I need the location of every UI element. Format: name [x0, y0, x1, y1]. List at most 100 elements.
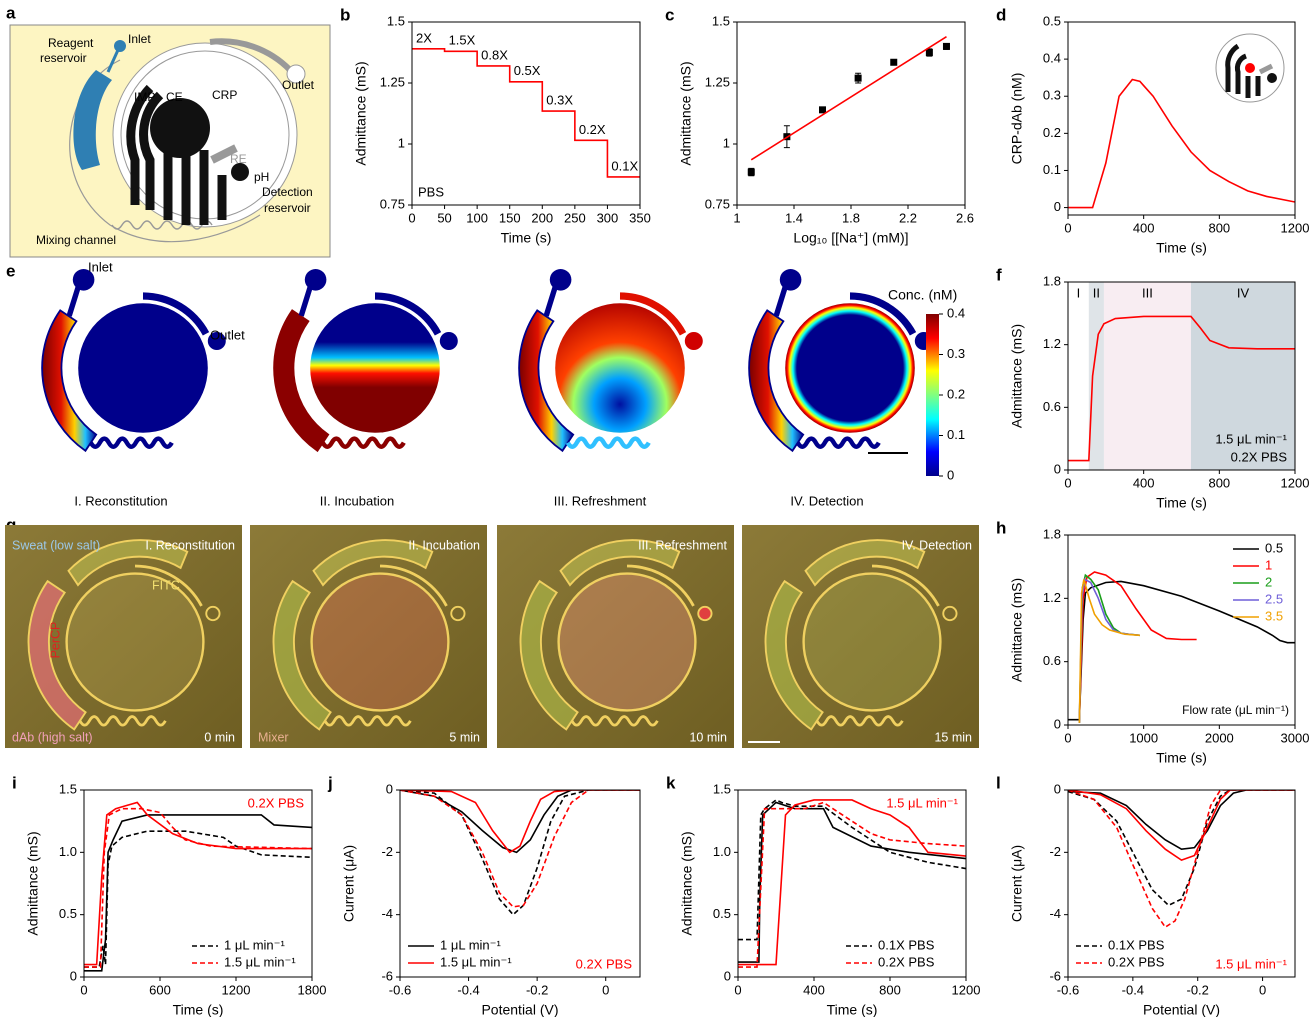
- x-tick-label: 0: [1064, 220, 1071, 235]
- time-label: 15 min: [934, 730, 972, 744]
- x-tick-label: 0: [80, 982, 87, 997]
- panel-g: g Sweat (low salt) FITC PerCP dAb (high …: [5, 515, 979, 748]
- annotation: 0.2X PBS: [1231, 449, 1288, 464]
- x-tick-label: -0.6: [389, 982, 411, 997]
- x-tick-label: 350: [629, 210, 651, 225]
- x-tick-label: 0: [1064, 730, 1071, 745]
- stage-caption: II. Incubation: [320, 493, 394, 508]
- panel-label: b: [340, 5, 350, 24]
- x-tick-label: -0.2: [1187, 982, 1209, 997]
- line: [84, 801, 312, 966]
- annotation: 0.2X PBS: [248, 795, 305, 810]
- reagent-reservoir: [73, 70, 112, 170]
- line: [1068, 78, 1295, 209]
- step-label: 0.5X: [514, 63, 541, 78]
- legend-label: 1.5 μL min⁻¹: [224, 954, 296, 969]
- panel-label: j: [327, 773, 333, 792]
- electrode-label: IMP: [134, 90, 155, 104]
- x-tick-label: -0.2: [526, 982, 548, 997]
- line: [1078, 579, 1140, 723]
- step-label: 1.5X: [449, 33, 476, 48]
- ph-electrode: [231, 163, 249, 181]
- line: [1068, 315, 1295, 462]
- colorbar-tick-label: 0.4: [947, 305, 965, 320]
- x-tick-label: 250: [564, 210, 586, 225]
- point: [925, 49, 933, 56]
- panel-label: f: [996, 265, 1002, 284]
- detection-label: reservoir: [264, 201, 311, 215]
- step-label: 0.3X: [546, 92, 573, 107]
- x-tick-label: 400: [1133, 220, 1155, 235]
- step-label: 0.8X: [481, 47, 508, 62]
- y-tick-label: 1.0: [713, 844, 731, 859]
- line: [84, 814, 312, 972]
- y-axis-title: Admittance (mS): [679, 831, 695, 935]
- x-axis-title: Potential (V): [1143, 1002, 1220, 1017]
- legend-label: 3.5: [1265, 608, 1283, 623]
- step-label: 2X: [416, 30, 432, 45]
- x-tick-label: 1200: [222, 982, 251, 997]
- plot-frame: [737, 789, 967, 978]
- colorbar-tick-label: 0: [947, 467, 954, 482]
- stage-caption: IV. Detection: [790, 493, 863, 508]
- inlet: [114, 40, 126, 52]
- y-tick-label: 0.3: [1043, 88, 1061, 103]
- simulation-frame: [41, 269, 226, 452]
- stage-label: III. Refreshment: [638, 538, 727, 552]
- plot-frame: [736, 21, 966, 206]
- legend-label: 1 μL min⁻¹: [224, 937, 286, 952]
- x-tick-label: 3000: [1281, 730, 1310, 745]
- y-tick-label: 0: [70, 968, 77, 983]
- y-tick-label: -2: [1049, 844, 1061, 859]
- inset-icon: [1215, 33, 1285, 103]
- legend-label: 1: [1265, 557, 1272, 572]
- line: [1068, 790, 1295, 851]
- reservoir-label: reservoir: [40, 51, 87, 65]
- outlet: [450, 605, 466, 622]
- x-tick-label: 0: [1259, 982, 1266, 997]
- y-tick-label: 0.5: [59, 906, 77, 921]
- line: [400, 790, 640, 854]
- fitc-reservoir: [312, 539, 434, 587]
- simulation-frame: [518, 269, 703, 452]
- simulation-frame: [273, 269, 458, 452]
- x-tick-label: 300: [597, 210, 619, 225]
- y-tick-label: 1.5: [712, 13, 730, 28]
- y-axis-title: CRP-dAb (nM): [1009, 73, 1025, 165]
- plot-frame: [83, 789, 313, 978]
- region-label: I: [1077, 285, 1081, 300]
- legend-label: 1 μL min⁻¹: [440, 937, 502, 952]
- sweat-label: Sweat (low salt): [12, 538, 100, 552]
- point: [890, 58, 898, 66]
- x-axis-title: Time (s): [501, 230, 552, 246]
- x-axis-title: Time (s): [827, 1002, 878, 1017]
- point: [819, 106, 826, 114]
- mixing-channel: [111, 220, 213, 230]
- x-tick-label: 50: [437, 210, 451, 225]
- panel-label: k: [666, 773, 676, 792]
- re-electrode: [210, 144, 238, 164]
- line: [1068, 790, 1295, 929]
- x-axis-title: Log₁₀ [[Na⁺] (mM)]: [793, 230, 908, 246]
- x-tick-label: 0: [602, 982, 609, 997]
- region-label: III: [1142, 285, 1153, 300]
- y-tick-label: -6: [1049, 968, 1061, 983]
- y-tick-label: -2: [381, 844, 393, 859]
- point: [942, 42, 950, 50]
- crp-electrode: [150, 98, 210, 158]
- electrode-label: pH: [254, 170, 269, 184]
- x-tick-label: 1200: [1281, 475, 1310, 490]
- y-tick-label: 0.2: [1043, 125, 1061, 140]
- stage-label: II. Incubation: [408, 538, 480, 552]
- ce-electrode: [139, 91, 164, 210]
- colorbar-tick-label: 0.1: [947, 427, 965, 442]
- x-tick-label: 1000: [1129, 730, 1158, 745]
- annotation: 1.5 μL min⁻¹: [886, 795, 958, 810]
- plot-frame: [399, 789, 641, 978]
- y-tick-label: 0.5: [713, 906, 731, 921]
- x-tick-label: 0: [734, 982, 741, 997]
- mixer-label: Mixer: [258, 730, 289, 744]
- y-tick-label: 0.5: [1043, 13, 1061, 28]
- y-tick-label: -6: [381, 968, 393, 983]
- y-axis-title: Admittance (mS): [25, 831, 41, 935]
